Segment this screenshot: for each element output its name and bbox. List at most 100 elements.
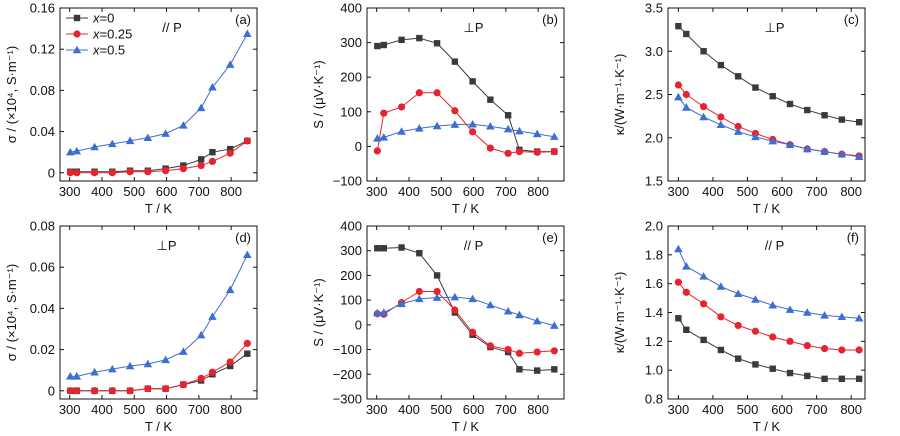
x-tick-label: 600 — [463, 402, 485, 417]
data-point-x0 — [398, 244, 405, 251]
y-tick-label: 0.16 — [30, 1, 55, 16]
data-point-x025 — [226, 149, 234, 157]
data-point-x025 — [73, 169, 81, 177]
data-point-x025 — [699, 103, 708, 111]
data-point-x05 — [379, 308, 389, 316]
data-point-x05 — [716, 120, 726, 128]
y-tick-label: 2.0 — [645, 219, 663, 234]
panel-b: 300 400 500 600 700 800 −100 0 100 200 300 400 T / K… — [311, 1, 565, 216]
data-point-x05 — [208, 312, 217, 320]
x-tick-label: 400 — [702, 184, 724, 199]
y-axis-label: S / (μV·K⁻¹) — [311, 60, 326, 129]
y-tick-label: 1.5 — [645, 174, 663, 189]
plot-frame — [59, 7, 258, 182]
y-tick-label: 3.0 — [645, 44, 663, 59]
data-point-x05 — [785, 305, 795, 313]
data-point-x05 — [674, 92, 683, 101]
data-point-x0 — [451, 58, 459, 65]
data-point-x0 — [380, 245, 387, 252]
data-point-x025 — [803, 342, 811, 350]
legend-label: x=0 — [92, 11, 114, 26]
y-tick-label: 100 — [340, 104, 362, 119]
x-tick-label: 600 — [463, 184, 485, 199]
data-point-x0 — [821, 375, 828, 383]
panel-d: 300 400 500 600 700 800 0 0.02 0.04 0.06 0.08 T / K… — [4, 219, 258, 434]
x-tick-label: 400 — [398, 402, 420, 417]
data-point-x05 — [854, 152, 864, 161]
legend-value: =0.5 — [100, 43, 126, 58]
data-point-x0 — [717, 346, 725, 354]
data-point-x05 — [108, 139, 117, 148]
plot-frame — [366, 7, 565, 182]
series-line-x025 — [677, 84, 860, 157]
data-point-x05 — [515, 310, 524, 319]
x-tick-label: 300 — [366, 402, 388, 417]
data-point-x05 — [682, 262, 691, 270]
data-point-x0 — [838, 116, 846, 123]
data-point-x05 — [161, 129, 170, 137]
data-point-x025 — [682, 288, 690, 296]
y-axis-label: S / (μV·K⁻¹) — [311, 278, 326, 347]
data-point-x025 — [486, 144, 494, 152]
data-point-x025 — [504, 149, 512, 157]
legend-label: x=0.5 — [92, 43, 125, 58]
data-point-x025 — [469, 128, 477, 136]
x-tick-label: 300 — [59, 184, 81, 199]
panel-label: (d) — [235, 230, 251, 245]
series-line-x0 — [677, 317, 860, 380]
panel-label: (a) — [235, 12, 251, 27]
data-point-x05 — [837, 312, 847, 321]
data-point-x025 — [108, 387, 116, 395]
data-point-x025 — [208, 368, 217, 376]
legend-marker-x0 — [73, 14, 81, 22]
y-tick-label: 400 — [340, 219, 362, 234]
x-axis-label: T / K — [753, 201, 781, 216]
legend-marker-x05 — [72, 45, 82, 54]
y-tick-label: 400 — [340, 1, 362, 16]
data-point-x0 — [700, 48, 707, 55]
y-tick-label: 1.8 — [645, 247, 663, 262]
data-point-x05 — [550, 132, 559, 140]
data-point-x0 — [717, 61, 725, 69]
data-point-x05 — [768, 136, 778, 145]
y-tick-label: 1.2 — [645, 334, 663, 349]
x-axis-label: T / K — [452, 419, 480, 434]
polarization-annotation: ⊥P — [464, 20, 484, 35]
data-point-x025 — [855, 346, 863, 354]
x-tick-label: 600 — [771, 184, 793, 199]
data-point-x025 — [226, 358, 234, 366]
x-tick-label: 800 — [527, 402, 549, 417]
data-point-x05 — [532, 316, 542, 325]
data-point-x025 — [451, 306, 459, 314]
y-tick-label: −100 — [333, 342, 362, 357]
data-point-x025 — [717, 113, 725, 121]
data-point-x05 — [72, 372, 82, 380]
panel-label: (e) — [542, 230, 558, 245]
x-tick-label: 500 — [430, 184, 452, 199]
data-point-x025 — [433, 287, 441, 296]
data-point-x05 — [90, 142, 99, 151]
y-tick-label: 0 — [48, 383, 55, 398]
data-point-x0 — [786, 100, 794, 108]
x-tick-label: 700 — [495, 184, 517, 199]
data-point-x05 — [143, 133, 153, 141]
data-point-x05 — [90, 367, 99, 376]
data-point-x0 — [821, 112, 828, 119]
series-line-x0 — [377, 246, 555, 372]
data-point-x0 — [700, 336, 707, 344]
data-point-x0 — [416, 249, 423, 257]
data-point-x0 — [209, 148, 216, 156]
plot-frame — [59, 225, 258, 400]
data-point-x025 — [66, 387, 74, 395]
data-point-x025 — [397, 103, 406, 111]
data-point-x05 — [125, 361, 135, 370]
y-tick-label: 300 — [340, 35, 362, 50]
data-point-x025 — [820, 344, 829, 353]
y-axis-label: κ/(W·m⁻¹·K⁻¹) — [612, 54, 627, 136]
data-point-x0 — [838, 375, 846, 383]
data-point-x025 — [179, 165, 187, 173]
y-tick-label: 0.04 — [30, 301, 55, 316]
data-point-x025 — [90, 387, 99, 395]
y-tick-label: 1.0 — [645, 363, 663, 378]
